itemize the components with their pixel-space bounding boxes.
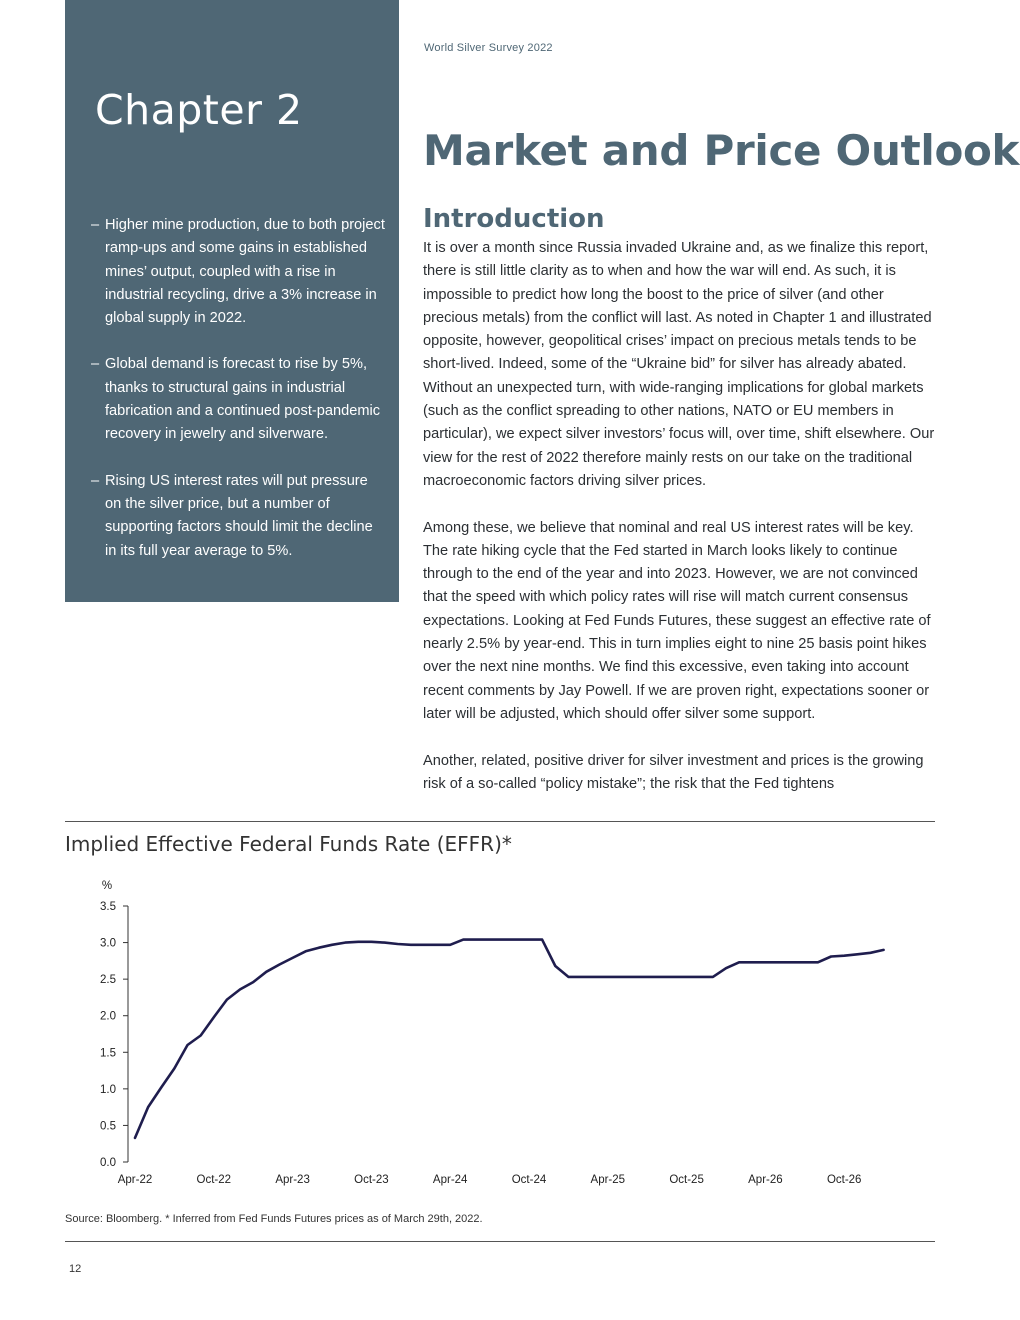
- chart-bottom-rule: [65, 1241, 935, 1242]
- y-axis-unit-label: %: [102, 880, 112, 892]
- y-tick-label: 0.0: [100, 1157, 116, 1169]
- paragraph: Among these, we believe that nominal and…: [423, 519, 931, 722]
- y-tick-label: 1.5: [100, 1047, 116, 1059]
- y-tick-label: 2.5: [100, 974, 116, 986]
- x-tick-label: Apr-26: [748, 1174, 783, 1186]
- paragraph: It is over a month since Russia invaded …: [423, 240, 935, 489]
- x-tick-label: Apr-24: [433, 1174, 468, 1186]
- y-tick-label: 0.5: [100, 1120, 116, 1132]
- series-group: [133, 938, 885, 1140]
- chart-top-rule: [65, 821, 935, 822]
- x-tick-label: Apr-23: [275, 1174, 310, 1186]
- x-tick-label: Oct-24: [512, 1174, 547, 1186]
- y-tick-label: 3.5: [100, 901, 116, 913]
- page-number: 12: [69, 1263, 82, 1275]
- key-points-list: – Higher mine production, due to both pr…: [89, 214, 385, 586]
- key-point-text: Higher mine production, due to both proj…: [105, 217, 385, 327]
- x-tick-label: Oct-22: [197, 1174, 232, 1186]
- page-title: Market and Price Outlook: [423, 126, 1020, 175]
- key-point-text: Rising US interest rates will put pressu…: [105, 472, 373, 559]
- dash-marker: –: [91, 217, 100, 233]
- key-point: – Global demand is forecast to rise by 5…: [89, 353, 385, 446]
- chart-title: Implied Effective Federal Funds Rate (EF…: [65, 832, 512, 856]
- running-head: World Silver Survey 2022: [424, 42, 553, 54]
- dash-marker: –: [91, 356, 100, 373]
- effr-series-line: [133, 938, 885, 1140]
- y-tick-label: 1.0: [100, 1084, 116, 1096]
- x-tick-label: Apr-25: [591, 1174, 626, 1186]
- x-tick-label: Oct-23: [354, 1174, 389, 1186]
- key-point: – Higher mine production, due to both pr…: [89, 214, 385, 330]
- x-axis: Apr-22 Oct-22 Apr-23 Oct-23 Apr-24 Oct-24 Apr-…: [118, 1174, 862, 1186]
- x-tick-label: Oct-26: [827, 1174, 862, 1186]
- key-point-text: Global demand is forecast to rise by 5%,…: [105, 356, 381, 443]
- y-tick-label: 3.0: [100, 938, 116, 950]
- key-point: – Rising US interest rates will put pres…: [89, 470, 385, 563]
- effr-line-chart: %0.00.51.01.52.02.53.03.5 Apr-22 Oct-22 Ap…: [100, 880, 885, 1186]
- y-tick-label: 2.0: [100, 1011, 116, 1023]
- y-axis: % 0.0 0.5 1.0 1.5 2.0 2.5 3.0 3.5: [100, 880, 129, 1169]
- dash-marker: –: [91, 472, 100, 489]
- x-tick-label: Apr-22: [118, 1174, 153, 1186]
- x-tick-label: Oct-25: [669, 1174, 704, 1186]
- body-text: It is over a month since Russia invaded …: [423, 237, 935, 819]
- chapter-sidebar: Chapter 2 – Higher mine production, due …: [65, 0, 399, 602]
- source-note: Source: Bloomberg. * Inferred from Fed F…: [65, 1213, 483, 1225]
- chapter-label: Chapter 2: [95, 86, 303, 134]
- paragraph: Another, related, positive driver for si…: [423, 752, 924, 792]
- section-heading: Introduction: [423, 204, 605, 234]
